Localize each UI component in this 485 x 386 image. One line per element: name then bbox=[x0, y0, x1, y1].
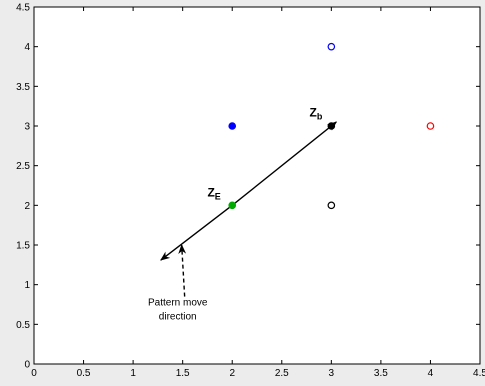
data-points bbox=[228, 42, 435, 210]
x-tick-label: 1 bbox=[130, 368, 136, 379]
x-tick-label: 2 bbox=[229, 368, 235, 379]
pattern-arrow-0 bbox=[231, 121, 338, 206]
annotation-ze-sub: E bbox=[215, 192, 221, 202]
x-tick-label: 4 bbox=[428, 368, 434, 379]
x-tick-label: 0 bbox=[31, 368, 37, 379]
x-tick-label: 4.5 bbox=[473, 368, 485, 379]
x-tick-label: 2.5 bbox=[275, 368, 289, 379]
arrows bbox=[160, 121, 338, 297]
annotation-ze-main: Z bbox=[207, 186, 214, 200]
x-tick-label: 3 bbox=[329, 368, 335, 379]
x-tick-label: 3.5 bbox=[374, 368, 388, 379]
x-tick-label: 1.5 bbox=[176, 368, 190, 379]
y-tick-label: 2 bbox=[24, 201, 30, 212]
data-point bbox=[327, 201, 336, 210]
annotation-pattern1: Pattern move bbox=[148, 297, 208, 308]
y-tick-label: 0 bbox=[24, 360, 30, 371]
pattern-arrow-1 bbox=[160, 204, 233, 261]
annotation-pattern2: direction bbox=[159, 312, 197, 323]
y-tick-label: 0.5 bbox=[16, 320, 30, 331]
y-tick-label: 2.5 bbox=[16, 161, 30, 172]
data-point bbox=[327, 42, 336, 51]
annotation-zb-sub: b bbox=[317, 111, 323, 121]
y-tick-label: 3 bbox=[24, 122, 30, 133]
y-tick-label: 3.5 bbox=[16, 82, 30, 93]
annotation-zb: Zb bbox=[310, 105, 323, 121]
axis-ticks: 0 0.5 1 1.5 2 2.5 3 3.5 4 4.5 0 0.5 1 1.5 2 2.5 3 3.5 4 4.5 bbox=[16, 3, 485, 380]
annotation-zb-main: Z bbox=[310, 105, 317, 119]
data-point bbox=[228, 201, 237, 210]
dashed-direction-arrow bbox=[178, 244, 187, 297]
y-tick-label: 1.5 bbox=[16, 241, 30, 252]
data-point bbox=[426, 122, 435, 130]
y-tick-label: 1 bbox=[24, 280, 30, 291]
data-point bbox=[228, 122, 237, 130]
y-tick-label: 4 bbox=[24, 42, 30, 53]
x-tick-label: 0.5 bbox=[77, 368, 91, 379]
y-tick-label: 4.5 bbox=[16, 3, 30, 14]
annotation-ze: ZE bbox=[207, 186, 220, 202]
data-point bbox=[327, 122, 336, 130]
